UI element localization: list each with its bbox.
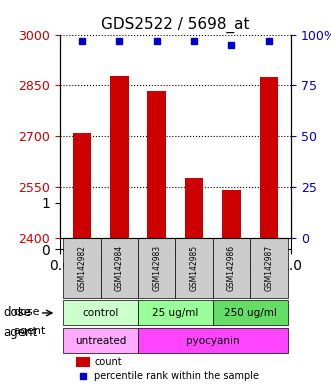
FancyBboxPatch shape	[138, 300, 213, 325]
Bar	[147, 91, 166, 238]
Bar	[260, 77, 278, 238]
Text: GSM142983: GSM142983	[152, 245, 161, 291]
Bar	[110, 76, 129, 238]
Bar	[222, 190, 241, 238]
Bar	[73, 133, 91, 238]
Bar	[185, 177, 204, 238]
Text: control: control	[82, 308, 119, 318]
Text: GSM142984: GSM142984	[115, 245, 124, 291]
Text: pyocyanin: pyocyanin	[186, 336, 240, 346]
Text: 250 ug/ml: 250 ug/ml	[224, 308, 277, 318]
Text: 25 ug/ml: 25 ug/ml	[152, 308, 199, 318]
Text: GSM142982: GSM142982	[77, 245, 86, 291]
Text: dose: dose	[13, 307, 40, 317]
FancyBboxPatch shape	[63, 238, 101, 298]
Text: untreated: untreated	[75, 336, 126, 346]
FancyBboxPatch shape	[63, 300, 138, 325]
FancyBboxPatch shape	[101, 238, 138, 298]
Text: GSM142985: GSM142985	[190, 245, 199, 291]
FancyBboxPatch shape	[138, 238, 175, 298]
Text: count: count	[94, 358, 122, 367]
Bar	[76, 357, 90, 367]
Text: percentile rank within the sample: percentile rank within the sample	[94, 371, 259, 381]
Text: GSM142987: GSM142987	[264, 245, 273, 291]
Text: agent: agent	[13, 326, 46, 336]
Text: GSM142986: GSM142986	[227, 245, 236, 291]
Title: GDS2522 / 5698_at: GDS2522 / 5698_at	[101, 17, 250, 33]
FancyBboxPatch shape	[250, 238, 288, 298]
FancyBboxPatch shape	[213, 300, 288, 325]
FancyBboxPatch shape	[138, 328, 288, 353]
Text: agent: agent	[3, 326, 37, 339]
FancyBboxPatch shape	[213, 238, 250, 298]
Text: dose: dose	[3, 306, 31, 319]
FancyBboxPatch shape	[175, 238, 213, 298]
FancyBboxPatch shape	[63, 328, 138, 353]
